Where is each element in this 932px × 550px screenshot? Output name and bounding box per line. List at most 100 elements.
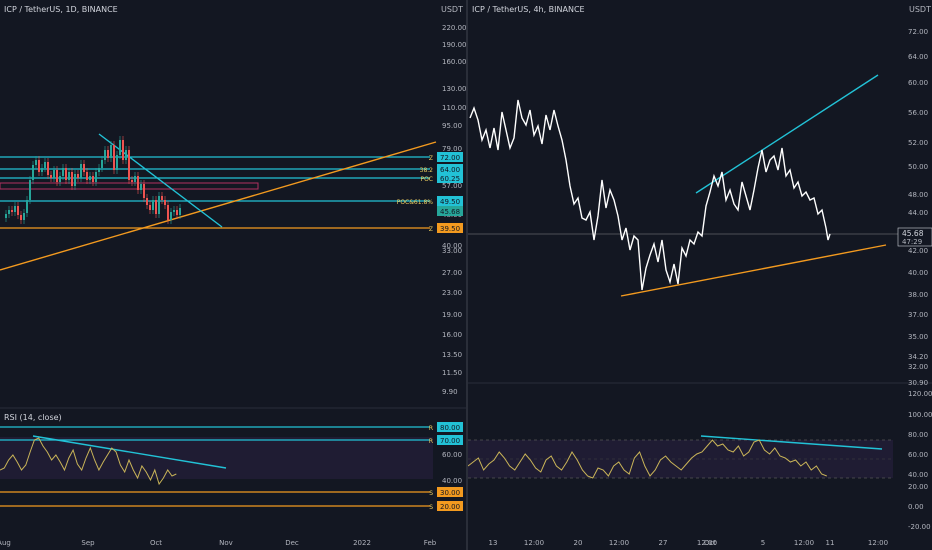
left-price-tick: 160.00 (442, 58, 466, 66)
right-chart-title: ICP / TetherUS, 4h, BINANCE (472, 5, 585, 14)
price-label-prefix: POC (420, 176, 433, 183)
right-rsi-tick: 40.00 (908, 471, 928, 479)
candle-body (164, 200, 166, 205)
candle-body (83, 164, 85, 172)
left-rsi-title: RSI (14, close) (4, 413, 62, 422)
left-time-tick: Sep (81, 539, 95, 547)
candle-body (11, 210, 13, 212)
candle-body (179, 208, 181, 215)
candle-body (44, 162, 46, 168)
rsi-trendline-left[interactable] (32, 435, 227, 469)
right-price-tick: 60.00 (908, 79, 928, 87)
candle-body (26, 200, 28, 213)
candle-body (140, 184, 142, 190)
left-time-tick: Oct (150, 539, 162, 547)
right-price-axis[interactable]: 72.00 64.00 60.00 56.00 52.00 50.00 48.00 44.00… (908, 28, 928, 387)
candle-body (137, 176, 139, 190)
left-time-tick: Nov (219, 539, 233, 547)
right-rsi-line (468, 439, 827, 479)
right-rsi-tick: 20.00 (908, 483, 928, 491)
price-label-box (437, 164, 463, 174)
left-chart-title: ICP / TetherUS, 1D, BINANCE (4, 5, 118, 14)
rsi-level-prefix: S (429, 504, 433, 511)
candle-body (125, 150, 127, 160)
right-chart-canvas[interactable]: ICP / TetherUS, 4h, BINANCE USDT 72.00 64… (468, 0, 932, 550)
right-chart-panel[interactable]: ICP / TetherUS, 4h, BINANCE USDT 72.00 64… (468, 0, 932, 550)
candle-body (89, 176, 91, 180)
candlestick-series[interactable] (5, 136, 181, 224)
candle-body (152, 200, 154, 210)
candle-body (128, 150, 130, 180)
price-label-text: 39.50 (440, 225, 460, 233)
right-rsi-trendline[interactable] (700, 435, 883, 450)
left-price-tick: 130.00 (442, 85, 466, 93)
left-chart-panel[interactable]: ICP / TetherUS, 1D, BINANCE USDT RSI (14… (0, 0, 466, 550)
candle-body (98, 168, 100, 172)
orange-trendline[interactable] (0, 141, 437, 271)
candle-body (134, 176, 136, 182)
right-rsi-tick: 120.00 (908, 390, 932, 398)
candle-body (95, 172, 97, 182)
right-rsi-axis[interactable]: 120.00 100.00 80.00 60.00 40.00 20.00 0.00 -20.… (908, 390, 932, 531)
left-time-axis[interactable]: Aug Sep Oct Nov Dec 2022 Feb (0, 539, 437, 547)
right-price-line[interactable] (469, 99, 831, 291)
rsi-level-text: 30.00 (440, 489, 460, 497)
right-time-tick: 13 (489, 539, 498, 547)
candle-body (5, 214, 7, 218)
candle-body (101, 160, 103, 168)
right-price-tick: 38.00 (908, 291, 928, 299)
price-label-prefix: 38.2 (420, 167, 434, 174)
rsi-level-prefix: R (429, 425, 433, 432)
candle-body (38, 160, 40, 172)
right-price-tick: 44.00 (908, 209, 928, 217)
candle-body (59, 176, 61, 182)
right-price-tick: 37.00 (908, 311, 928, 319)
left-chart-canvas[interactable]: ICP / TetherUS, 1D, BINANCE USDT RSI (14… (0, 0, 466, 550)
candle-body (80, 164, 82, 178)
candle-body (146, 198, 148, 205)
right-orange-support[interactable] (620, 244, 887, 297)
rsi-level-box (437, 487, 463, 497)
left-time-tick: 2022 (353, 539, 371, 547)
candle-body (143, 184, 145, 198)
candle-body (167, 205, 169, 220)
candle-body (23, 213, 25, 220)
left-price-tick: 57.00 (442, 182, 462, 190)
right-time-tick: 20 (574, 539, 583, 547)
left-price-tick: 16.00 (442, 331, 462, 339)
price-label-text: 60.25 (440, 175, 460, 183)
candle-body (74, 174, 76, 186)
cyan-downtrend-line[interactable] (98, 133, 223, 228)
rsi-level-box (437, 422, 463, 432)
candle-body (56, 170, 58, 182)
price-label-box (437, 206, 463, 216)
price-label-text: 45.68 (440, 208, 460, 216)
left-rsi-axis[interactable]: 60.00 40.00 80.00 R 70.00 R 30.00 S 20.00 S (429, 422, 463, 511)
right-price-tick: 40.00 (908, 269, 928, 277)
rsi-level-prefix: S (429, 490, 433, 497)
price-label-box (437, 196, 463, 206)
right-time-tick: 27 (659, 539, 668, 547)
left-price-labels: 72.00 Z 64.00 38.2 60.25 POC 49.50 POC&61.8% 45.… (397, 152, 463, 233)
right-time-tick: 12:00 (868, 539, 888, 547)
left-rsi-tick: 40.00 (442, 477, 462, 485)
candle-body (17, 206, 19, 215)
candle-body (47, 162, 49, 175)
right-time-tick: 12:00 (794, 539, 814, 547)
candle-body (155, 200, 157, 214)
left-time-tick: Feb (424, 539, 437, 547)
candle-body (116, 155, 118, 170)
right-price-tick: 64.00 (908, 53, 928, 61)
right-price-tick: 52.00 (908, 139, 928, 147)
candle-body (14, 206, 16, 212)
right-currency-label: USDT (909, 5, 931, 14)
candle-body (158, 196, 160, 214)
panel-divider[interactable] (466, 0, 468, 550)
right-price-tick: 56.00 (908, 109, 928, 117)
right-cyan-uptrend[interactable] (695, 74, 879, 194)
candle-body (104, 150, 106, 160)
rsi-level-prefix: R (429, 438, 433, 445)
countdown-value: 47:29 (902, 238, 922, 246)
left-price-tick: 9.90 (442, 388, 458, 396)
